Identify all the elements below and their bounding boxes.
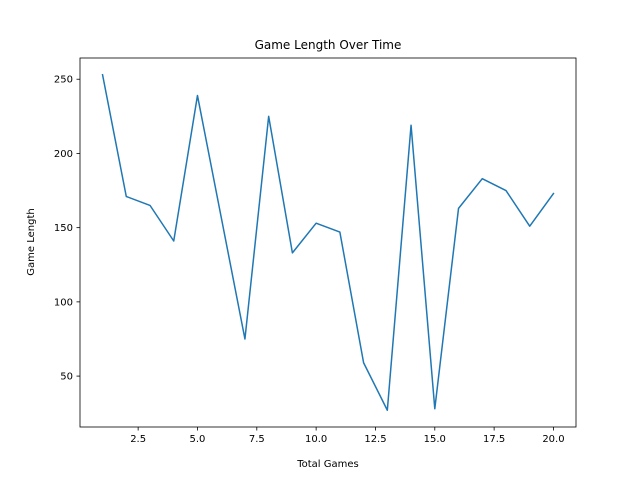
y-axis-label: Game Length [26,208,37,275]
chart-title: Game Length Over Time [255,38,402,52]
x-tick-label: 2.5 [130,434,146,445]
y-tick-label: 100 [54,297,73,308]
x-tick-label: 12.5 [364,434,386,445]
x-axis-label: Total Games [296,459,359,470]
x-tick-label: 20.0 [542,434,564,445]
plot-area: 2.5 5.0 7.5 10.0 12.5 15.0 17.5 20.0 50 100 150 200… [54,57,577,445]
y-tick-label: 150 [54,223,73,234]
x-tick-label: 5.0 [190,434,206,445]
y-tick-label: 250 [54,75,73,86]
x-tick-label: 17.5 [483,434,505,445]
x-tick-label: 10.0 [305,434,327,445]
axes-frame [79,57,577,428]
x-tick-label: 7.5 [249,434,265,445]
y-tick-label: 200 [54,149,73,160]
x-tick-label: 15.0 [424,434,446,445]
series-line-0 [101,73,555,411]
y-tick-label: 50 [60,372,73,383]
